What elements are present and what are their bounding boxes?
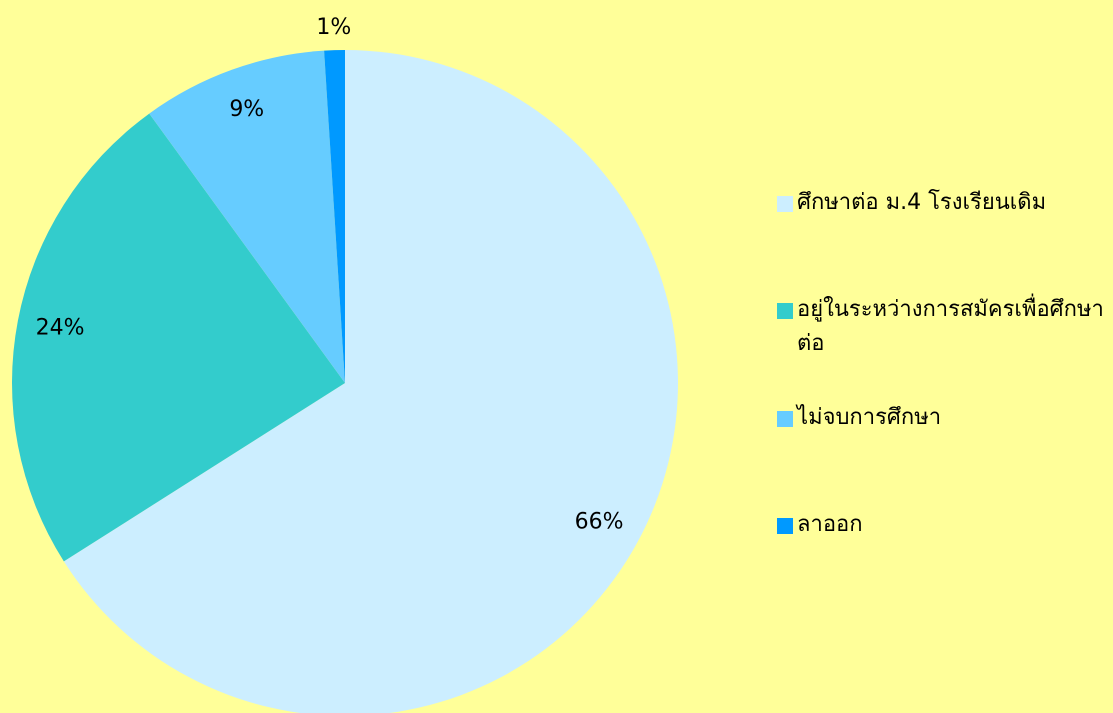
legend-item: อยู่ในระหว่างการสมัครเพื่อศึกษาต่อ (777, 293, 1107, 361)
legend-swatch (777, 196, 793, 212)
pie-slice (63, 50, 678, 713)
legend-swatch (777, 303, 793, 319)
legend-item: ไม่จบการศึกษา (777, 401, 1107, 435)
pie-slice (149, 50, 345, 383)
legend-swatch (777, 518, 793, 534)
legend-item: ศึกษาต่อ ม.4 โรงเรียนเดิม (777, 186, 1107, 220)
data-label: 9% (229, 97, 264, 122)
legend-label: ลาออก (797, 512, 863, 537)
legend-swatch (777, 411, 793, 427)
pie-slice (12, 113, 346, 562)
legend-label: ไม่จบการศึกษา (797, 405, 942, 430)
data-label: 66% (575, 510, 624, 535)
legend-item: ลาออก (777, 508, 1107, 542)
pie-slice (324, 50, 345, 383)
data-label: 1% (316, 15, 351, 40)
data-label: 24% (36, 316, 85, 341)
legend-label: ศึกษาต่อ ม.4 โรงเรียนเดิม (797, 190, 1047, 215)
legend-label: อยู่ในระหว่างการสมัครเพื่อศึกษาต่อ (797, 297, 1104, 356)
